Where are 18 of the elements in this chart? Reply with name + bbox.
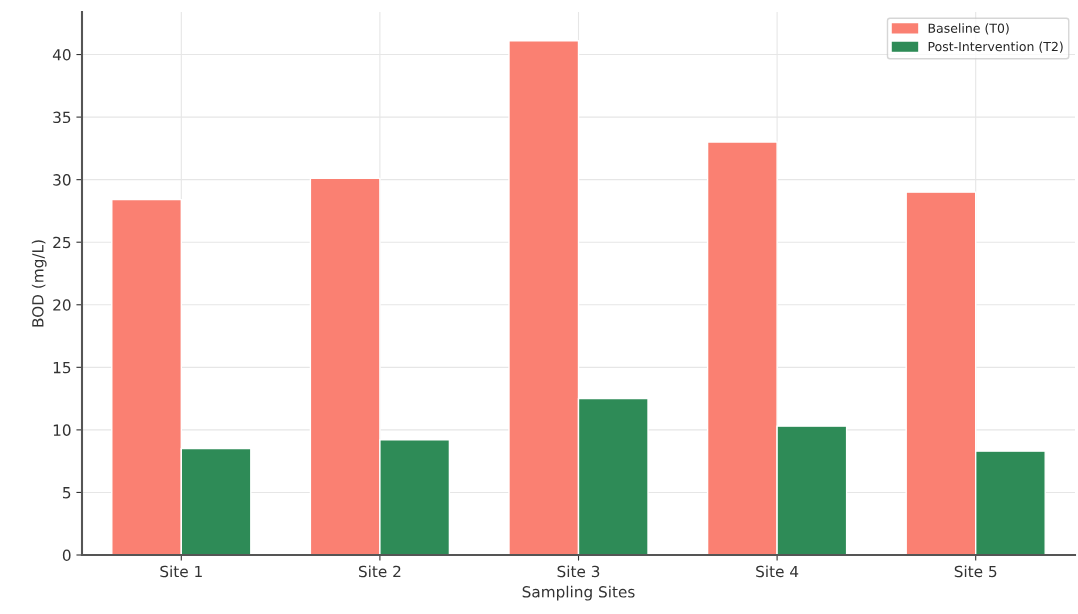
y-tick-label: 40 (52, 49, 71, 61)
y-tick-label: 30 (53, 174, 71, 186)
x-axis-title: Sampling Sites (522, 585, 635, 601)
y-axis-title: BOD (mg/L) (31, 240, 47, 327)
legend-label: Baseline (T0) (928, 23, 1009, 35)
legend-label: Post-Intervention (T2) (928, 41, 1063, 53)
x-tick-label: Site 3 (557, 565, 600, 578)
x-tick-label: Site 5 (954, 565, 997, 578)
y-tick-label: 10 (53, 424, 71, 436)
y-tick-label: 35 (53, 111, 71, 124)
x-tick-label: Site 4 (756, 565, 799, 578)
x-tick-label: Site 2 (358, 565, 401, 578)
y-tick-label: 15 (53, 361, 71, 374)
y-tick-label: 20 (53, 299, 71, 311)
y-tick-label: 5 (63, 487, 71, 499)
y-tick-label: 25 (53, 236, 71, 249)
y-tick-label: 0 (62, 549, 71, 562)
x-tick-label: Site 1 (160, 565, 202, 578)
